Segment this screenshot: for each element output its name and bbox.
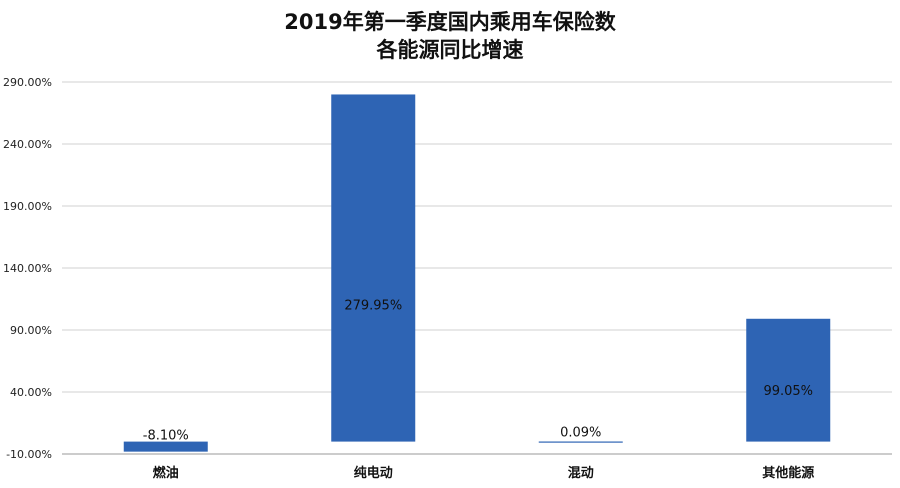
bar-0 bbox=[123, 441, 208, 452]
category-label-1: 纯电动 bbox=[354, 465, 393, 481]
y-tick-label: 90.00% bbox=[10, 324, 52, 337]
y-tick-label: 240.00% bbox=[3, 138, 52, 151]
data-label-2: 0.09% bbox=[560, 425, 601, 440]
data-label-0: -8.10% bbox=[143, 429, 189, 444]
y-tick-label: -10.00% bbox=[6, 448, 52, 461]
data-label-1: 279.95% bbox=[344, 299, 402, 314]
chart-title: 2019年第一季度国内乘用车保险数 各能源同比增速 bbox=[0, 8, 900, 64]
category-label-0: 燃油 bbox=[153, 465, 179, 481]
bar-2 bbox=[538, 441, 623, 443]
chart-title-line-1: 2019年第一季度国内乘用车保险数 bbox=[284, 10, 616, 34]
bar-1 bbox=[331, 94, 416, 442]
y-tick-label: 290.00% bbox=[3, 76, 52, 89]
chart-title-line-2: 各能源同比增速 bbox=[376, 38, 524, 62]
bar-3 bbox=[746, 318, 831, 442]
category-label-2: 混动 bbox=[568, 466, 594, 481]
y-tick-label: 40.00% bbox=[10, 386, 52, 399]
y-tick-label: 140.00% bbox=[3, 262, 52, 275]
y-tick-label: 190.00% bbox=[3, 200, 52, 213]
labels: -10.00% 40.00% 90.00% 140.00% 190.00% 240.00%… bbox=[3, 76, 814, 481]
bars bbox=[123, 94, 831, 452]
category-label-3: 其他能源 bbox=[762, 465, 814, 481]
data-label-3: 99.05% bbox=[763, 384, 813, 399]
